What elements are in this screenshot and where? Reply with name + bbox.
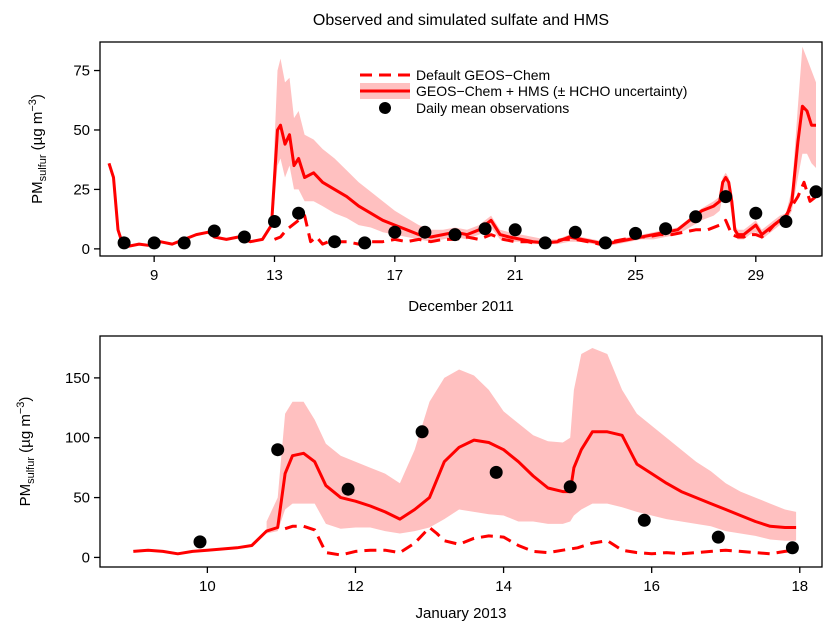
y-tick-label: 100	[65, 430, 90, 447]
observation-point	[629, 226, 642, 240]
plot-frame	[99, 335, 823, 568]
x-tick-label: 29	[747, 267, 764, 284]
observation-point	[341, 482, 355, 496]
observation-point	[719, 190, 733, 204]
observation-point	[388, 225, 402, 239]
x-tick-label: 12	[347, 578, 364, 595]
observation-point	[418, 225, 432, 239]
panel-december-2011: 9 13 17 21 25 29 0 25 50 75 December 2011 PMsulfur …	[27, 41, 823, 315]
observation-point	[568, 225, 582, 239]
y-tick-label: 50	[73, 122, 90, 139]
observation-point	[237, 230, 251, 244]
legend-label-observations: Daily mean observations	[416, 100, 569, 116]
observation-point	[689, 210, 703, 224]
x-tick-label: 25	[627, 267, 644, 284]
legend-label-default: Default GEOS−Chem	[416, 67, 550, 83]
legend: Default GEOS−Chem GEOS−Chem + HMS (± HCH…	[360, 67, 687, 116]
y-axis-label: PMsulfur (µg m−3)	[27, 94, 49, 204]
y-axis-label: PMsulfur (µg m−3)	[15, 397, 37, 507]
chart-title: Observed and simulated sulfate and HMS	[313, 12, 609, 29]
y-tick-label: 150	[65, 370, 90, 387]
observation-point	[415, 425, 429, 439]
observation-point	[779, 215, 793, 228]
y-tick-label: 75	[73, 63, 90, 80]
observation-point	[207, 224, 221, 238]
observation-point	[637, 513, 651, 527]
y-tick-label: 0	[82, 549, 90, 566]
observation-point	[598, 236, 612, 250]
observation-point	[177, 236, 191, 250]
observation-point	[448, 228, 462, 242]
observation-point	[358, 236, 372, 250]
series-line-default	[284, 524, 797, 557]
observation-point	[809, 185, 823, 199]
x-axis-label: December 2011	[408, 298, 514, 315]
panel-january-2013: 10 12 14 16 18 0 50 100 150 January 2013 PMsulfur …	[15, 335, 823, 622]
x-tick-label: 14	[495, 578, 512, 595]
x-tick-label: 10	[199, 578, 216, 595]
x-tick-label: 16	[643, 578, 660, 595]
observation-point	[478, 222, 492, 236]
series-line-hms	[133, 430, 797, 556]
y-tick-label: 50	[73, 490, 90, 507]
observation-point	[147, 236, 161, 250]
observation-point	[268, 215, 281, 228]
observation-point	[711, 530, 725, 544]
series-line-default	[273, 180, 817, 246]
observation-point	[489, 465, 503, 479]
observation-point	[271, 443, 285, 457]
legend-swatch-observations	[379, 102, 391, 114]
observation-point	[117, 236, 131, 250]
legend-label-hms: GEOS−Chem + HMS (± HCHO uncertainty)	[416, 83, 687, 99]
uncertainty-band	[266, 348, 797, 541]
observation-point	[538, 236, 552, 250]
observation-point	[785, 541, 799, 555]
x-tick-label: 9	[150, 267, 158, 284]
x-tick-label: 17	[386, 267, 403, 284]
x-axis-label: January 2013	[416, 605, 507, 622]
observation-point	[193, 535, 207, 549]
y-tick-label: 25	[73, 181, 90, 198]
x-tick-label: 13	[266, 267, 283, 284]
observation-point	[508, 223, 522, 237]
y-tick-label: 0	[82, 241, 90, 258]
observation-point	[749, 206, 763, 220]
observation-point	[563, 480, 577, 494]
observation-point	[328, 235, 342, 249]
x-tick-label: 21	[507, 267, 524, 284]
observation-point	[659, 222, 673, 236]
x-tick-label: 18	[791, 578, 808, 595]
observation-point	[292, 206, 306, 220]
plot-frame	[99, 41, 823, 257]
